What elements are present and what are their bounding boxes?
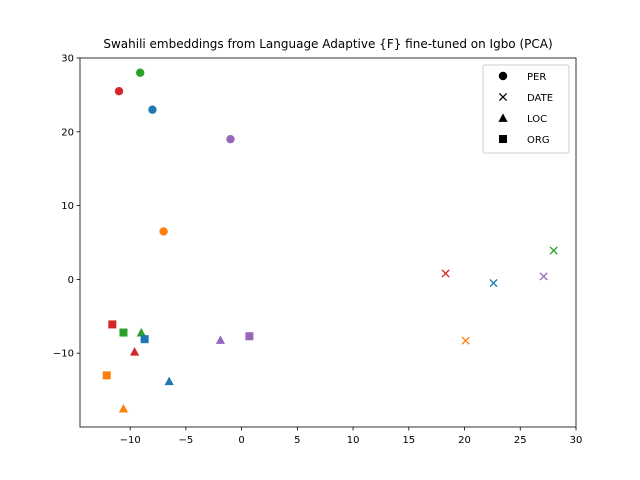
data-point-circle [135,68,145,77]
legend: PER DATE LOC ORG [482,64,570,154]
x-axis-ticks: −10 −5 0 5 10 15 20 25 30 [120,427,583,446]
data-point-square [108,320,117,329]
x-tick-label: 30 [570,435,583,446]
data-point-square [119,328,128,337]
y-tick-label: 20 [61,127,74,138]
data-point-triangle [118,403,129,413]
legend-marker-x [498,92,508,102]
legend-marker-triangle [498,113,508,122]
y-tick-label: 10 [61,201,74,212]
y-tick-label: −10 [53,349,74,360]
y-tick-label: 0 [68,275,74,286]
data-point-x [441,269,450,278]
data-point-triangle [136,327,146,337]
x-tick-label: 20 [458,435,471,446]
data-point-circle [226,134,235,144]
data-point-circle [114,87,124,96]
data-point-circle [159,227,168,236]
x-tick-label: −5 [179,435,194,446]
data-point-x [489,279,498,288]
data-point-triangle [215,335,226,344]
legend-label: DATE [527,93,553,104]
y-axis-ticks: −10 0 10 20 30 [53,54,80,360]
data-point-square [102,371,111,380]
x-tick-label: 5 [294,435,300,446]
data-point-square [245,332,254,341]
x-tick-label: 0 [238,435,244,446]
x-tick-label: 25 [514,435,527,446]
chart-title: Swahili embeddings from Language Adaptiv… [103,37,552,51]
legend-box [482,64,570,154]
legend-marker-circle [498,71,508,81]
legend-label: ORG [527,135,550,146]
data-point-x [549,246,558,255]
x-tick-label: −10 [120,435,141,446]
axes-frame [79,57,577,428]
data-point-square [140,335,149,344]
legend-label: PER [527,72,546,83]
legend-label: LOC [527,114,547,125]
data-point-circle [148,105,157,114]
x-tick-label: 15 [402,435,415,446]
data-point-triangle [130,347,140,356]
legend-marker-square [499,135,507,143]
plot-marks [102,68,558,413]
data-point-x [539,272,548,281]
x-tick-label: 10 [347,435,360,446]
data-point-x [461,336,470,345]
y-tick-label: 30 [61,54,74,65]
data-point-triangle [164,376,174,386]
